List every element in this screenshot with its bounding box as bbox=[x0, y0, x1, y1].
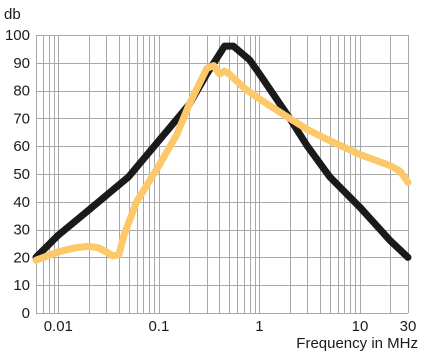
x-tick-label: 0.1 bbox=[148, 318, 169, 335]
y-tick-label: 0 bbox=[22, 305, 30, 322]
y-tick-label: 20 bbox=[13, 249, 30, 266]
tick-labels: 0 10 20 30 40 50 60 70 80 90 100 0.01 0.1 1 10 30 bbox=[5, 27, 416, 335]
x-axis-label: Frequency in MHz bbox=[296, 335, 418, 352]
y-tick-label: 40 bbox=[13, 194, 30, 211]
y-tick-label: 60 bbox=[13, 138, 30, 155]
y-tick-label: 70 bbox=[13, 110, 30, 127]
grid bbox=[36, 35, 409, 314]
x-tick-label: 30 bbox=[400, 318, 417, 335]
y-tick-label: 100 bbox=[5, 27, 30, 44]
series-line-2 bbox=[32, 62, 412, 264]
x-tick-label: 10 bbox=[352, 318, 369, 335]
y-tick-label: 50 bbox=[13, 166, 30, 183]
series-line-1 bbox=[32, 42, 412, 261]
y-axis-label: db bbox=[4, 6, 21, 23]
x-tick-label: 0.01 bbox=[44, 318, 73, 335]
series-layer bbox=[32, 42, 412, 264]
x-tick-label: 1 bbox=[255, 318, 263, 335]
y-tick-label: 30 bbox=[13, 222, 30, 239]
y-tick-label: 10 bbox=[13, 277, 30, 294]
y-tick-label: 90 bbox=[13, 55, 30, 72]
y-tick-label: 80 bbox=[13, 83, 30, 100]
